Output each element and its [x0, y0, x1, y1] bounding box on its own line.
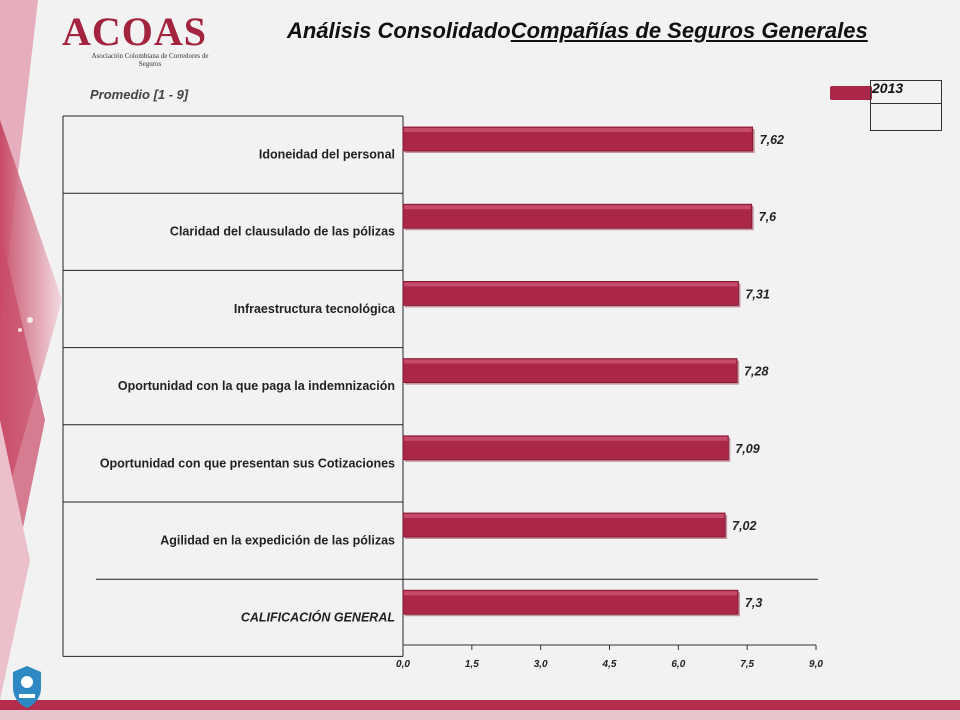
- bar-highlight: [404, 128, 752, 132]
- value-label: 7,02: [732, 519, 756, 533]
- decorative-background: [0, 0, 70, 720]
- value-label: 7,3: [745, 596, 762, 610]
- category-label: Oportunidad con que presentan sus Cotiza…: [100, 456, 395, 470]
- x-axis: 0,0 1,5 3,0 4,5 6,0 7,5 9,0: [396, 644, 823, 670]
- bottom-band: [0, 700, 960, 710]
- x-tick-label: 0,0: [396, 659, 410, 670]
- acoas-logo: ACOAS Asociación Colombiana de Corredore…: [62, 8, 222, 74]
- legend-cell-empty: [870, 104, 942, 131]
- legend-cell: [870, 80, 942, 104]
- category-label: Oportunidad con la que paga la indemniza…: [118, 379, 395, 393]
- title-sub: Compañías de Seguros Generales: [510, 18, 868, 43]
- legend-swatch: [830, 86, 872, 100]
- x-tick-label: 9,0: [809, 659, 823, 670]
- logo-word: ACOAS: [62, 9, 208, 54]
- scale-label: Promedio [1 - 9]: [90, 87, 189, 102]
- category-label: Claridad del clausulado de las pólizas: [170, 225, 395, 239]
- category-label: Idoneidad del personal: [259, 147, 395, 161]
- bar-highlight: [404, 282, 738, 287]
- category-label: Infraestructura tecnológica: [234, 302, 396, 316]
- logo-subtitle: Asociación Colombiana de Corredores de S…: [91, 52, 209, 68]
- bars: 7,62 7,6 7,31 7,28 7,09 7,02 7,3: [402, 126, 784, 617]
- legend-year: 2013: [872, 80, 904, 96]
- x-tick-label: 1,5: [465, 659, 479, 670]
- value-label: 7,09: [735, 442, 759, 456]
- value-label: 7,62: [760, 133, 784, 147]
- bar-highlight: [404, 591, 737, 596]
- acoas-emblem-icon: [13, 666, 41, 708]
- x-tick-label: 3,0: [534, 659, 548, 670]
- bar-highlight: [404, 205, 751, 210]
- x-tick-label: 4,5: [602, 659, 617, 670]
- title-main: Análisis Consolidado: [287, 18, 511, 43]
- category-label: CALIFICACIÓN GENERAL: [241, 610, 395, 625]
- category-label: Agilidad en la expedición de las pólizas: [160, 533, 395, 547]
- value-label: 7,31: [745, 287, 769, 301]
- slide-title: Análisis ConsolidadoCompañías de Seguros…: [287, 18, 868, 44]
- value-label: 7,28: [744, 365, 768, 379]
- legend: 2013: [830, 80, 944, 132]
- bar-highlight: [404, 359, 737, 364]
- bar-highlight: [404, 514, 725, 518]
- category-table: Idoneidad del personal Claridad del claus…: [62, 115, 818, 657]
- x-tick-label: 6,0: [671, 659, 685, 670]
- value-label: 7,6: [759, 210, 777, 224]
- bar-highlight: [404, 436, 728, 441]
- x-tick-label: 7,5: [740, 659, 754, 670]
- bottom-band-light: [0, 710, 960, 720]
